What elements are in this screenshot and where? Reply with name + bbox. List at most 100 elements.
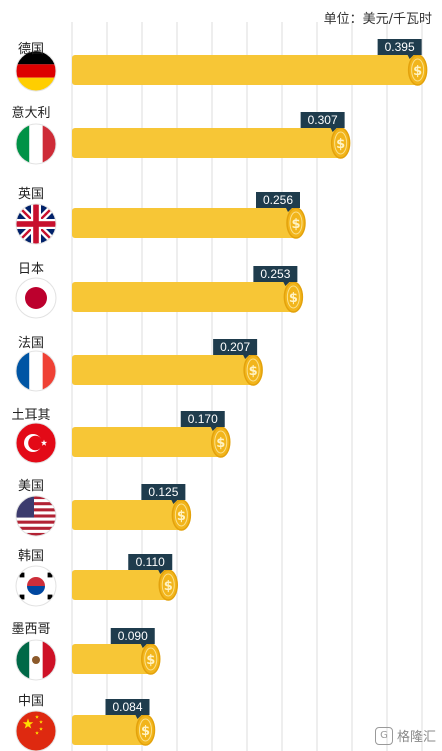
bar — [72, 570, 169, 600]
data-label: 0.256 — [263, 193, 293, 207]
flag-ring — [15, 350, 57, 392]
value-label-box — [105, 699, 150, 715]
data-label: 0.090 — [118, 629, 148, 643]
france-flag — [16, 351, 56, 391]
value-label-pointer — [243, 355, 250, 359]
value-label-box — [128, 554, 173, 570]
flag-icon — [15, 350, 57, 392]
bar — [72, 500, 182, 530]
coin-symbol: $ — [413, 64, 422, 79]
bar — [72, 55, 418, 85]
flag-ring — [15, 203, 57, 245]
coin-symbol: $ — [289, 291, 298, 306]
flag-icon — [15, 422, 57, 464]
coin-symbol: $ — [141, 724, 150, 739]
data-label: 0.307 — [308, 113, 338, 127]
coin-symbol: $ — [291, 217, 300, 232]
coin-inner-ring — [246, 358, 260, 382]
flag-icon — [15, 495, 57, 537]
coin-symbol: $ — [336, 137, 345, 152]
value-label-pointer — [283, 282, 290, 286]
value-label-box — [253, 266, 298, 282]
korea-flag — [16, 566, 56, 606]
value-label-box — [213, 339, 258, 355]
country-label: 意大利 — [11, 106, 51, 121]
flag-ring — [15, 277, 57, 319]
coin-inner-ring — [289, 211, 303, 235]
flag-icon — [15, 565, 57, 607]
value-label-pointer — [135, 715, 142, 719]
watermark-logo-icon: G — [374, 726, 393, 745]
unit-label: 单位：美元/千瓦时 — [323, 12, 432, 27]
country-label: 美国 — [17, 479, 44, 494]
country-label: 英国 — [17, 187, 44, 202]
value-label-box — [180, 411, 225, 427]
flag-icon — [15, 50, 57, 92]
value-label-pointer — [140, 644, 147, 648]
flag-icon — [15, 123, 57, 165]
value-label-box — [141, 484, 186, 500]
usa-flag — [16, 496, 56, 536]
data-label: 0.253 — [260, 267, 290, 281]
watermark: G 格隆汇 — [374, 726, 436, 745]
country-label: 墨西哥 — [11, 622, 51, 637]
flag-ring — [15, 422, 57, 464]
value-label-pointer — [330, 128, 337, 132]
value-label-box — [300, 112, 345, 128]
flag-icon — [15, 710, 57, 751]
uk-flag — [16, 204, 56, 244]
bar — [72, 427, 221, 457]
flag-ring — [15, 50, 57, 92]
bar — [72, 282, 294, 312]
coin-symbol: $ — [249, 364, 258, 379]
mexico-flag — [16, 640, 56, 680]
data-label: 0.170 — [188, 412, 218, 426]
coin-inner-ring — [286, 285, 300, 309]
bar — [72, 644, 151, 674]
data-label: 0.125 — [148, 485, 178, 499]
turkey-flag — [16, 423, 56, 463]
flag-icon — [15, 277, 57, 319]
coin-symbol: $ — [216, 436, 225, 451]
coin-inner-ring — [334, 131, 348, 155]
value-label-pointer — [407, 55, 414, 59]
value-label-pointer — [286, 208, 292, 212]
country-label: 日本 — [17, 262, 44, 277]
country-label: 土耳其 — [11, 408, 51, 423]
japan-flag — [16, 278, 56, 318]
flag-ring — [15, 123, 57, 165]
country-label: 法国 — [17, 336, 44, 351]
china-flag — [16, 711, 56, 751]
coin-inner-ring — [139, 718, 152, 742]
coin-inner-ring — [144, 647, 158, 671]
flag-ring — [15, 639, 57, 681]
coin-inner-ring — [174, 503, 188, 527]
flag-ring — [15, 495, 57, 537]
coin-inner-ring — [161, 573, 175, 597]
bar — [72, 715, 146, 745]
coin-inner-ring — [214, 430, 228, 454]
italy-flag — [16, 124, 56, 164]
flag-ring — [15, 710, 57, 751]
coin-inner-ring — [411, 58, 425, 82]
country-label: 韩国 — [17, 549, 44, 564]
bar — [72, 128, 341, 158]
value-label-box — [110, 628, 155, 644]
country-label: 中国 — [17, 694, 44, 709]
data-label: 0.084 — [112, 700, 142, 714]
value-label-box — [256, 192, 300, 208]
value-label-box — [377, 39, 422, 55]
country-label: 德国 — [17, 42, 44, 57]
data-label: 0.395 — [385, 40, 415, 54]
coin-symbol: $ — [164, 579, 173, 594]
data-label: 0.207 — [220, 340, 250, 354]
data-label: 0.110 — [136, 555, 165, 569]
coin-symbol: $ — [177, 509, 186, 524]
flag-ring — [15, 565, 57, 607]
value-label-pointer — [171, 500, 178, 504]
flag-icon — [15, 203, 57, 245]
germany-flag — [16, 51, 56, 91]
value-label-pointer — [158, 570, 165, 574]
